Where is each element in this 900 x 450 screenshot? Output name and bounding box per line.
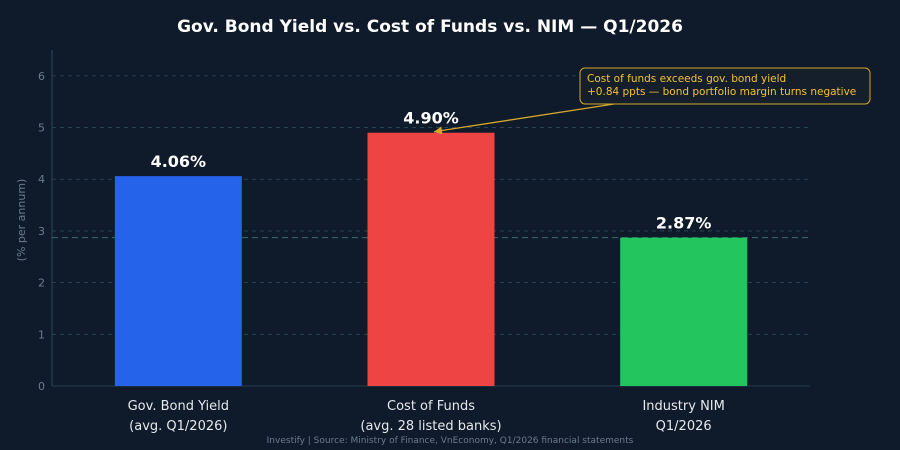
value-label: 4.06% (151, 152, 207, 171)
y-tick-label: 2 (38, 277, 45, 290)
annotation-text: Cost of funds exceeds gov. bond yield (587, 73, 786, 85)
value-label: 4.90% (403, 109, 459, 128)
y-tick-label: 3 (38, 225, 45, 238)
annotation-box (579, 67, 871, 105)
annotation-text: +0.84 ppts — bond portfolio margin turns… (587, 86, 856, 98)
x-tick-label: Q1/2026 (656, 419, 712, 434)
y-axis-label: (% per annum) (15, 179, 28, 262)
y-tick-label: 1 (38, 328, 45, 341)
y-tick-label: 0 (38, 380, 45, 393)
annotation-arrow (433, 103, 615, 133)
bars (114, 132, 748, 386)
bar (367, 132, 495, 386)
value-labels: 4.06% 4.90% 2.87% (151, 109, 712, 233)
x-tick-labels: Gov. Bond Yield (avg. Q1/2026) Cost of Fun… (128, 399, 725, 434)
source-note: Investify | Source: Ministry of Finance,… (267, 436, 634, 446)
x-tick-label: Cost of Funds (387, 399, 475, 414)
y-tick-labels: 0 1 2 3 4 5 6 (38, 70, 45, 393)
x-tick-label: (avg. Q1/2026) (129, 419, 227, 434)
annotation: Cost of funds exceeds gov. bond yield+0.… (433, 67, 871, 135)
x-tick-label: Gov. Bond Yield (128, 399, 229, 414)
bar (620, 237, 748, 386)
x-tick-label: Industry NIM (642, 399, 724, 414)
bar (114, 176, 242, 386)
value-label: 2.87% (656, 214, 712, 233)
annotation-arrowhead (434, 126, 443, 135)
y-tick-label: 5 (38, 122, 45, 135)
y-tick-label: 6 (38, 70, 45, 83)
x-tick-label: (avg. 28 listed banks) (360, 419, 501, 434)
chart-title: Gov. Bond Yield vs. Cost of Funds vs. NI… (177, 17, 683, 37)
y-tick-label: 4 (38, 173, 45, 186)
